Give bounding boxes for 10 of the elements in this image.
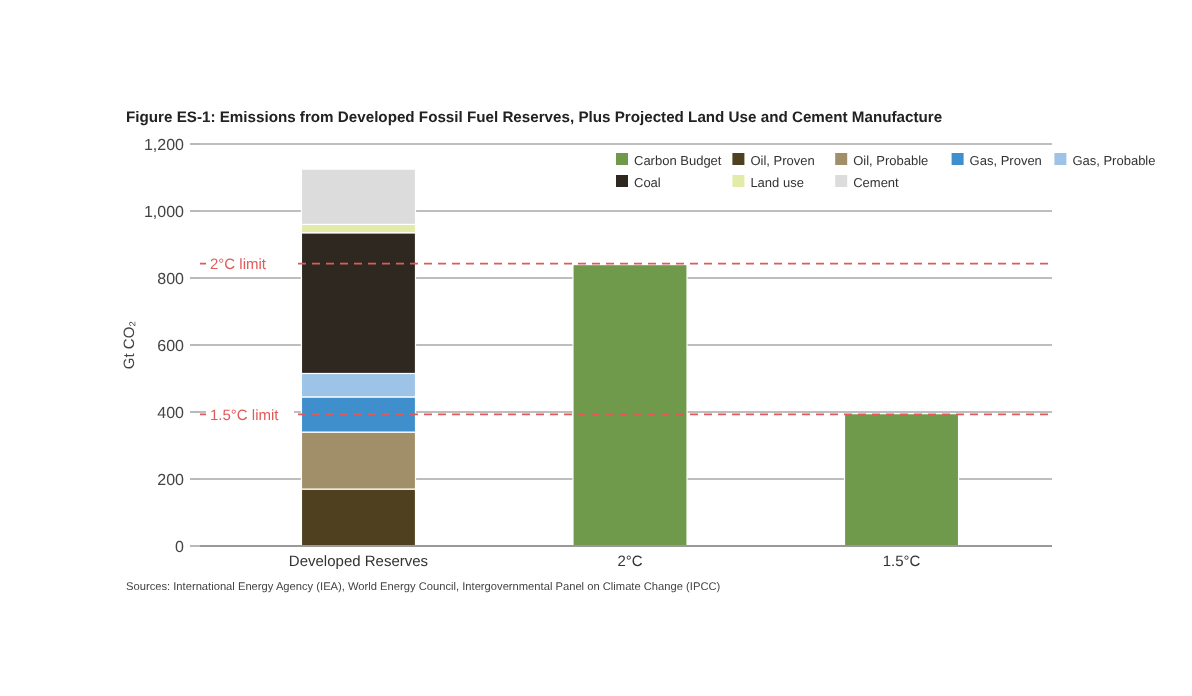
y-tick-label: 800 — [157, 269, 186, 288]
y-tick-label: 1,200 — [143, 135, 186, 154]
y-tick-label: 1,000 — [143, 202, 186, 221]
bar — [300, 168, 417, 225]
y-tick-label: 0 — [175, 537, 186, 556]
bar — [572, 264, 688, 547]
y-tick-label: 200 — [157, 470, 186, 489]
y-tick-label: 600 — [157, 336, 186, 355]
bar — [843, 413, 960, 547]
y-tick-label: 400 — [157, 403, 186, 422]
